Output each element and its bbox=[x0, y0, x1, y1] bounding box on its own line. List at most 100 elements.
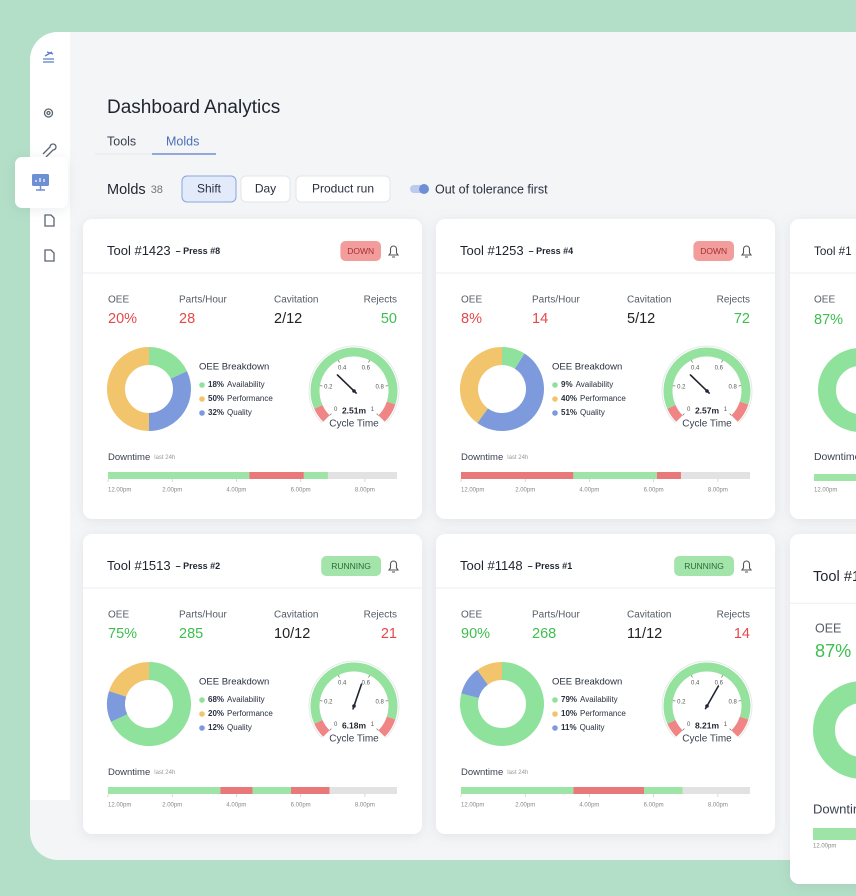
status-badge bbox=[340, 241, 381, 261]
gauge-hub bbox=[705, 389, 709, 393]
gauge-low bbox=[314, 719, 330, 737]
legend-dot bbox=[199, 725, 205, 731]
card-title: Tool #1 bbox=[813, 569, 856, 585]
downtime-label: Downtime bbox=[461, 767, 503, 778]
gauge-tick-label: 0 bbox=[334, 407, 338, 413]
breakdown-item: 12% Quality bbox=[208, 723, 252, 732]
gauge-low bbox=[667, 719, 683, 737]
gauge-hub bbox=[352, 389, 356, 393]
timeline-label: 8.00pm bbox=[355, 488, 375, 494]
downtime-segment bbox=[291, 787, 330, 794]
tool-card[interactable]: Tool #1423 – Press #8 DOWN OEE 20% Parts/Hour… bbox=[83, 219, 422, 519]
gauge-high bbox=[731, 401, 749, 422]
metric-label: OEE bbox=[108, 610, 129, 621]
gauge-tick-label: 0.4 bbox=[691, 680, 700, 686]
downtime-segment bbox=[680, 472, 750, 479]
cycle-time-label: Cycle Time bbox=[682, 419, 732, 430]
card-background bbox=[790, 219, 856, 519]
metric-label: Cavitation bbox=[274, 610, 318, 621]
breakdown-value: 51% bbox=[561, 408, 577, 417]
downtime-segment bbox=[252, 787, 292, 794]
card-title: Tool #1513 – Press #2 bbox=[107, 558, 220, 573]
timeline-label: 8.00pm bbox=[708, 803, 728, 809]
legend-dot bbox=[552, 396, 558, 402]
breakdown-label: Quality bbox=[580, 408, 605, 417]
settings-icon[interactable] bbox=[43, 108, 54, 118]
metric-label: Rejects bbox=[717, 610, 750, 621]
cycle-time-label: Cycle Time bbox=[329, 419, 379, 430]
bell-icon[interactable] bbox=[387, 245, 400, 258]
gauge-tick bbox=[368, 360, 371, 363]
tool-name: Tool #1148 bbox=[460, 558, 523, 573]
bell-icon[interactable] bbox=[387, 560, 400, 573]
toggle-knob[interactable] bbox=[419, 184, 429, 194]
downtime-segment bbox=[461, 787, 574, 794]
filter-label[interactable]: Product run bbox=[312, 182, 374, 196]
metric-value: 28 bbox=[179, 311, 195, 327]
peek-card[interactable]: Tool #1 OEE 87% Downtime 12.00pm bbox=[790, 219, 856, 519]
card-background bbox=[436, 219, 775, 519]
timeline-label: 6.00pm bbox=[291, 803, 311, 809]
metric-label: Rejects bbox=[364, 295, 397, 306]
downtime-title: Downtime last 24h bbox=[108, 767, 175, 778]
gauge-tick bbox=[337, 675, 340, 678]
breakdown-value: 68% bbox=[208, 695, 224, 704]
tool-name: Tool #1423 bbox=[107, 243, 171, 258]
timeline-label: 12.00pm bbox=[814, 488, 837, 494]
donut-slice bbox=[148, 347, 188, 380]
downtime-segment bbox=[461, 472, 574, 479]
metric-label: Cavitation bbox=[627, 295, 671, 306]
filter-button[interactable] bbox=[181, 175, 237, 203]
breakdown-value: 50% bbox=[208, 394, 224, 403]
legend-dot bbox=[552, 697, 558, 703]
downtime-note: last 24h bbox=[154, 455, 175, 461]
gauge-tick bbox=[329, 728, 332, 731]
legend-dot bbox=[199, 410, 205, 416]
bell-icon[interactable] bbox=[740, 560, 753, 573]
gauge-tick bbox=[690, 360, 693, 363]
downtime-label: Downtime bbox=[108, 452, 150, 463]
breakdown-label: Availability bbox=[227, 695, 265, 704]
filter-button[interactable] bbox=[295, 175, 391, 203]
tab[interactable]: Tools bbox=[107, 134, 136, 148]
metric-label: Parts/Hour bbox=[532, 610, 580, 621]
filter-button[interactable] bbox=[240, 175, 291, 203]
gauge-tick bbox=[337, 360, 340, 363]
press-name: – Press #2 bbox=[176, 561, 221, 571]
filter-label[interactable]: Day bbox=[255, 182, 276, 196]
gauge-ok bbox=[310, 347, 398, 409]
gauge-tick-label: 0.8 bbox=[376, 700, 385, 706]
legend-dot bbox=[552, 725, 558, 731]
gauge-tick bbox=[729, 728, 732, 731]
breakdown-label: Quality bbox=[580, 723, 605, 732]
file-icon-2[interactable] bbox=[44, 249, 55, 262]
gauge-tick bbox=[376, 413, 379, 416]
tab[interactable]: Molds bbox=[166, 134, 199, 148]
peek-card[interactable]: Tool #1 OEE 87% Downtime 12.00pm bbox=[790, 534, 856, 884]
gauge-tick bbox=[721, 360, 724, 363]
timeline-label: 4.00pm bbox=[226, 488, 246, 494]
filter-label[interactable]: Shift bbox=[197, 182, 222, 196]
legend-dot bbox=[552, 711, 558, 717]
tool-name: Tool #1253 bbox=[460, 243, 524, 258]
gauge-low bbox=[667, 404, 683, 422]
tool-card[interactable]: Tool #1253 – Press #4 DOWN OEE 8% Parts/Hour 1… bbox=[436, 219, 775, 519]
metric-value: 90% bbox=[461, 626, 490, 642]
legend-dot bbox=[199, 382, 205, 388]
timeline-label: 4.00pm bbox=[226, 803, 246, 809]
gauge-outline bbox=[661, 345, 753, 424]
timeline-label: 12.00pm bbox=[461, 488, 484, 494]
donut-slice bbox=[460, 347, 503, 423]
tool-card[interactable]: Tool #1148 – Press #1 RUNNING OEE 90% Parts/H… bbox=[436, 534, 775, 834]
downtime-segment bbox=[814, 474, 856, 481]
tool-card[interactable]: Tool #1513 – Press #2 RUNNING OEE 75% Parts/H… bbox=[83, 534, 422, 834]
tools-icon[interactable] bbox=[42, 143, 57, 158]
metric-label: OEE bbox=[815, 621, 841, 635]
breakdown-value: 9% bbox=[561, 380, 573, 389]
logo-icon[interactable] bbox=[43, 51, 54, 63]
file-icon[interactable] bbox=[44, 214, 55, 227]
press-name: – Press #4 bbox=[529, 246, 574, 256]
bell-icon[interactable] bbox=[740, 245, 753, 258]
